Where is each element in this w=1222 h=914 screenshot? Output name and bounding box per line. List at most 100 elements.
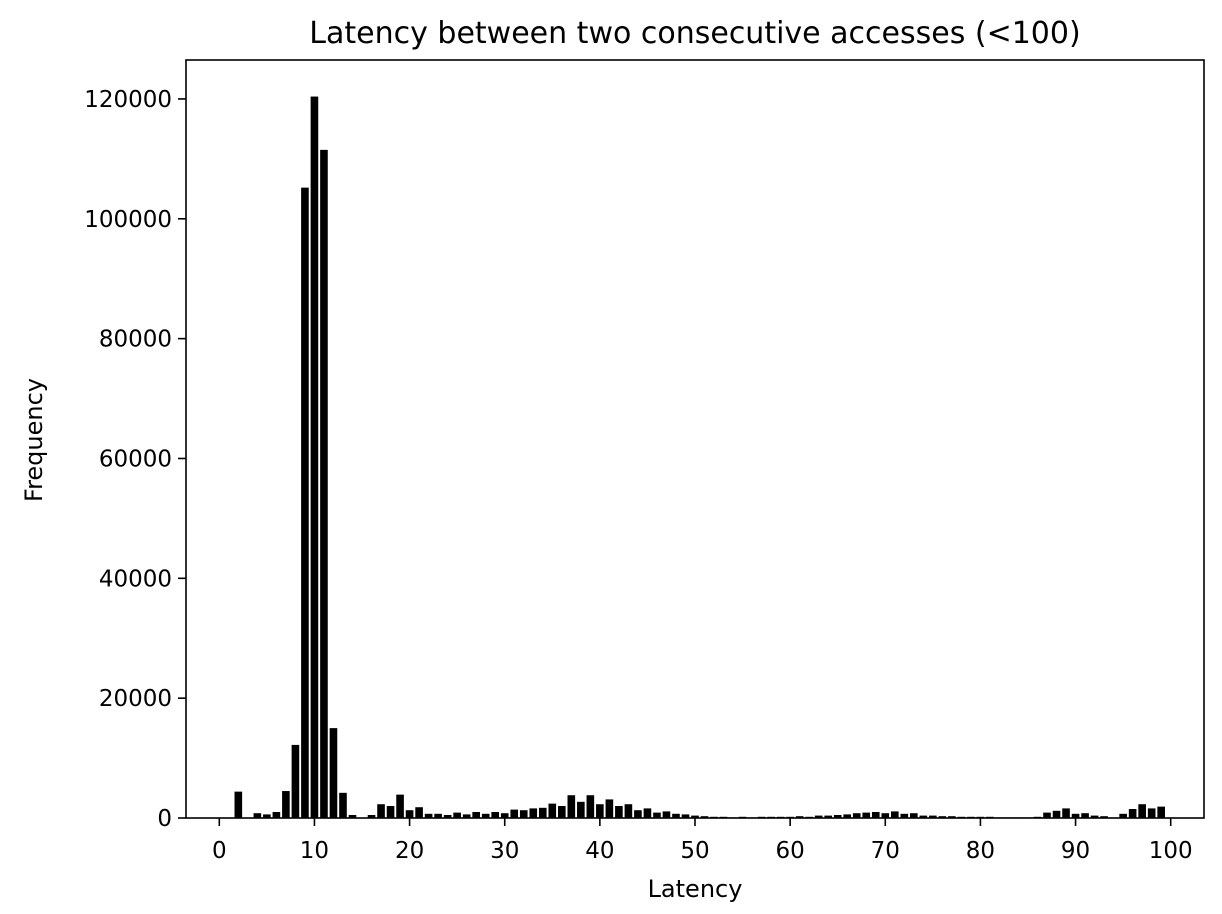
bar: [634, 810, 642, 818]
bar: [234, 791, 243, 818]
bar: [881, 813, 890, 818]
bar: [862, 812, 871, 818]
bar: [348, 815, 357, 818]
bar: [795, 816, 804, 818]
bar: [491, 812, 500, 818]
bar: [643, 808, 652, 818]
bar: [948, 816, 956, 818]
bar: [910, 813, 918, 818]
bar: [367, 815, 376, 818]
bar: [453, 812, 461, 818]
bar: [577, 801, 585, 818]
bar: [681, 814, 690, 818]
bar: [938, 816, 947, 818]
bar: [700, 816, 709, 818]
bar: [396, 794, 404, 818]
bar: [852, 813, 861, 818]
y-tick-label: 40000: [99, 566, 172, 592]
bar: [691, 815, 699, 818]
x-tick-label: 60: [775, 838, 804, 864]
bar: [272, 812, 281, 818]
bar: [1157, 806, 1165, 818]
x-axis-label: Latency: [648, 875, 743, 903]
bar: [253, 813, 262, 818]
bar: [672, 813, 680, 818]
y-tick-label: 100000: [84, 207, 172, 233]
y-tick-label: 80000: [99, 327, 172, 353]
bar: [339, 792, 347, 818]
bar: [443, 815, 452, 818]
bar: [1147, 808, 1156, 818]
bar: [653, 812, 661, 818]
bar: [1081, 813, 1089, 818]
x-tick-label: 50: [680, 838, 709, 864]
bar: [263, 814, 271, 818]
bar: [424, 813, 433, 818]
bar: [291, 744, 300, 818]
bar: [510, 809, 519, 818]
bar: [472, 812, 480, 818]
bar: [529, 808, 538, 818]
bar: [900, 813, 909, 818]
y-tick-label: 20000: [99, 686, 172, 712]
x-tick-label: 80: [966, 838, 995, 864]
bar: [434, 813, 442, 818]
bar: [320, 149, 328, 818]
bar: [386, 806, 395, 818]
x-tick-label: 10: [300, 838, 329, 864]
bar: [310, 96, 319, 819]
bar: [282, 791, 290, 818]
bar: [919, 815, 928, 818]
y-tick-label: 120000: [84, 87, 172, 113]
x-tick-label: 100: [1149, 838, 1193, 864]
bar: [624, 804, 633, 818]
bar: [415, 807, 423, 818]
bar: [548, 803, 557, 818]
bar: [519, 810, 528, 818]
bar: [843, 814, 852, 818]
chart-title: Latency between two consecutive accesses…: [309, 16, 1080, 51]
x-tick-label: 70: [871, 838, 900, 864]
bar: [405, 810, 414, 818]
bar: [377, 804, 385, 818]
bar: [462, 814, 471, 818]
bar: [615, 806, 623, 818]
bar: [1138, 804, 1146, 818]
x-tick-label: 40: [585, 838, 614, 864]
bar: [301, 187, 309, 818]
y-tick-label: 0: [157, 806, 172, 832]
bar: [1052, 810, 1061, 818]
bar: [833, 815, 842, 818]
bar: [824, 815, 832, 818]
bar: [662, 811, 671, 818]
bar: [814, 815, 823, 818]
bar: [1128, 809, 1137, 818]
bar: [1043, 812, 1051, 818]
x-tick-label: 20: [395, 838, 424, 864]
plot-frame: [185, 59, 1205, 819]
x-tick-label: 30: [490, 838, 519, 864]
bar: [1100, 816, 1108, 818]
y-tick-label: 60000: [99, 446, 172, 472]
bar: [929, 815, 937, 818]
bars-group: [234, 96, 1165, 819]
bar: [1062, 808, 1070, 818]
bar: [871, 812, 880, 818]
bar: [329, 728, 338, 818]
bar: [890, 811, 899, 818]
bar: [1071, 813, 1080, 818]
x-axis-ticks: 0 10 20 30 40 50 60 70 80 90 100: [212, 818, 1193, 864]
bar: [586, 795, 595, 818]
bar: [538, 807, 547, 818]
bar: [500, 813, 509, 818]
x-tick-label: 90: [1061, 838, 1090, 864]
y-axis-label: Frequency: [20, 378, 48, 502]
bar: [567, 795, 576, 818]
bar: [605, 799, 614, 818]
x-tick-label: 0: [212, 838, 227, 864]
bar: [481, 813, 490, 818]
bar: [1119, 813, 1127, 818]
bar: [558, 806, 566, 818]
bar: [596, 804, 604, 818]
